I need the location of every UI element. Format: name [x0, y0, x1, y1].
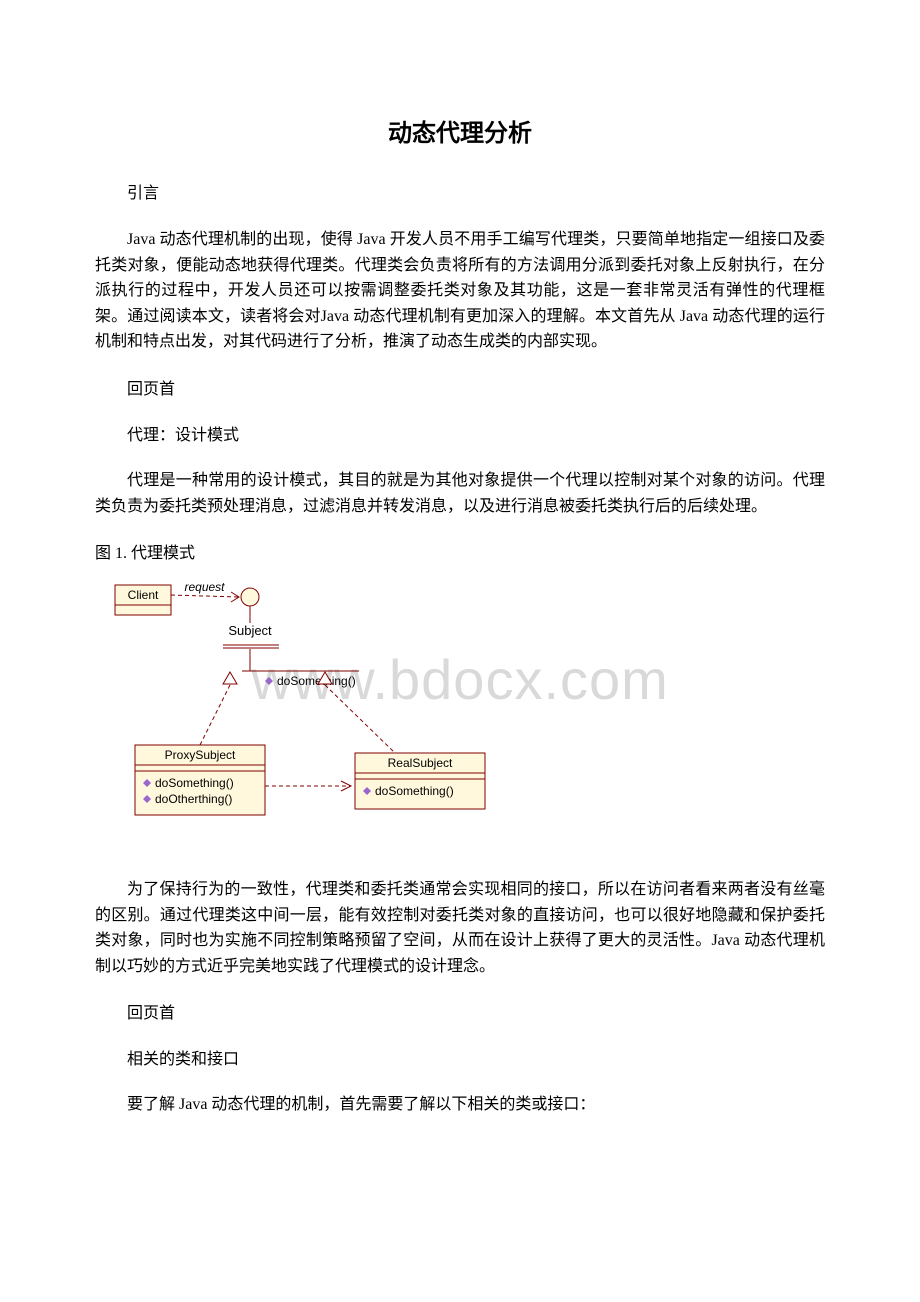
section-intro-label: 引言	[95, 181, 825, 207]
section-proxy-pattern-label: 代理：设计模式	[95, 423, 825, 449]
svg-text:RealSubject: RealSubject	[388, 756, 453, 770]
uml-diagram: Client request Subject doSomething() ProxySu…	[95, 573, 825, 853]
section-classes-label: 相关的类和接口	[95, 1047, 825, 1073]
uml-svg: Client request Subject doSomething() ProxySu…	[95, 573, 565, 853]
svg-text:request: request	[184, 580, 225, 594]
svg-text:doOtherthing(): doOtherthing()	[155, 792, 232, 806]
svg-text:ProxySubject: ProxySubject	[165, 748, 236, 762]
figure-caption: 图 1. 代理模式	[95, 541, 825, 567]
svg-text:doSomething(): doSomething()	[375, 784, 454, 798]
classes-paragraph: 要了解 Java 动态代理的机制，首先需要了解以下相关的类或接口：	[95, 1092, 825, 1118]
proxy-pattern-paragraph: 代理是一种常用的设计模式，其目的就是为其他对象提供一个代理以控制对某个对象的访问…	[95, 468, 825, 519]
back-to-top-link[interactable]: 回页首	[95, 1001, 825, 1027]
svg-text:Subject: Subject	[228, 623, 272, 638]
document-body: 动态代理分析 引言 Java 动态代理机制的出现，使得 Java 开发人员不用手…	[95, 115, 825, 1118]
after-figure-paragraph: 为了保持行为的一致性，代理类和委托类通常会实现相同的接口，所以在访问者看来两者没…	[95, 877, 825, 979]
intro-paragraph: Java 动态代理机制的出现，使得 Java 开发人员不用手工编写代理类，只要简…	[95, 227, 825, 355]
svg-text:Client: Client	[128, 588, 159, 602]
page-title: 动态代理分析	[95, 115, 825, 153]
svg-text:doSomething(): doSomething()	[155, 776, 234, 790]
svg-text:doSomething(): doSomething()	[277, 674, 356, 688]
back-to-top-link[interactable]: 回页首	[95, 377, 825, 403]
